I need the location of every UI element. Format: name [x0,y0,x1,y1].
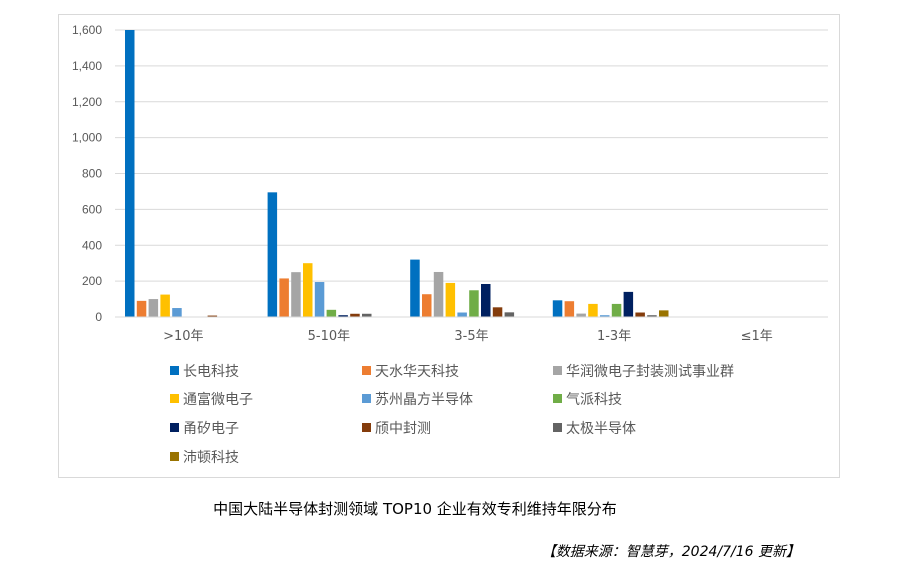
legend-label: 气派科技 [566,392,622,408]
legend-label: 通富微电子 [183,391,253,408]
y-tick-label: 1,200 [72,95,102,109]
bar-3-9 [659,310,669,317]
bar-3-4 [600,315,610,317]
bar-2-0 [410,259,420,317]
x-tick-label: ≤1年 [741,329,773,344]
bar-1-1 [279,278,289,317]
chart-frame [58,14,840,478]
bar-3-3 [588,303,598,317]
legend-swatch [170,394,179,403]
y-tick-label: 1,000 [72,131,102,145]
bar-2-6 [481,283,491,317]
bar-2-1 [422,294,432,317]
bar-1-8 [362,313,372,317]
x-tick-label: 5-10年 [308,329,351,344]
legend-label: 颀中封测 [375,421,431,437]
legend-label: 天水华天科技 [375,364,459,380]
bar-1-0 [267,192,278,317]
legend-swatch [362,394,371,403]
bar-1-3 [303,263,313,317]
bar-0-1 [136,300,147,317]
bar-3-7 [635,312,645,317]
bar-2-2 [433,271,444,317]
bar-0-4 [172,308,182,317]
bar-2-7 [492,307,503,317]
bar-3-2 [576,313,586,317]
bar-0-3 [160,294,170,317]
bar-2-3 [445,282,456,317]
y-tick-label: 1,400 [72,59,102,73]
bar-1-7 [350,313,360,317]
bar-0-7 [207,315,218,317]
legend-label: 华润微电子封装测试事业群 [566,364,734,380]
y-tick-label: 400 [82,238,102,252]
bar-3-5 [611,303,622,317]
legend-label: 长电科技 [183,364,239,380]
bar-3-0 [552,300,563,317]
legend-swatch [362,423,371,432]
legend-swatch [170,452,179,461]
legend-swatch [553,423,562,432]
bar-2-5 [469,290,479,317]
legend-swatch [553,394,562,403]
y-tick-label: 200 [82,274,102,288]
y-tick-label: 800 [82,167,102,181]
legend-label: 太极半导体 [566,421,636,437]
legend-label: 沛顿科技 [183,450,239,466]
bar-3-1 [564,301,575,317]
bar-1-5 [326,309,337,317]
bar-3-8 [647,315,657,317]
bar-1-2 [291,272,301,317]
chart-caption: 中国大陆半导体封测领域 TOP10 企业有效专利维持年限分布 [213,500,617,518]
legend-label: 苏州晶方半导体 [375,392,473,408]
bar-1-4 [314,282,325,317]
y-tick-label: 0 [95,310,102,324]
bar-0-2 [148,299,159,317]
x-tick-label: >10年 [163,329,203,344]
bar-1-6 [338,315,348,317]
x-tick-label: 3-5年 [454,329,488,344]
bar-2-8 [504,312,515,317]
y-tick-label: 1,600 [72,23,102,37]
x-tick-label: 1-3年 [597,329,631,344]
bar-2-4 [457,312,467,317]
bar-3-6 [623,291,634,317]
legend-swatch [553,366,562,375]
legend-label: 甬矽电子 [183,421,239,437]
data-source-note: 【数据来源：智慧芽，2024/7/16 更新】 [541,544,800,560]
y-tick-label: 600 [82,202,102,216]
legend-swatch [170,366,179,375]
legend-swatch [170,423,179,432]
bar-0-0 [125,30,135,317]
legend-swatch [362,366,371,375]
